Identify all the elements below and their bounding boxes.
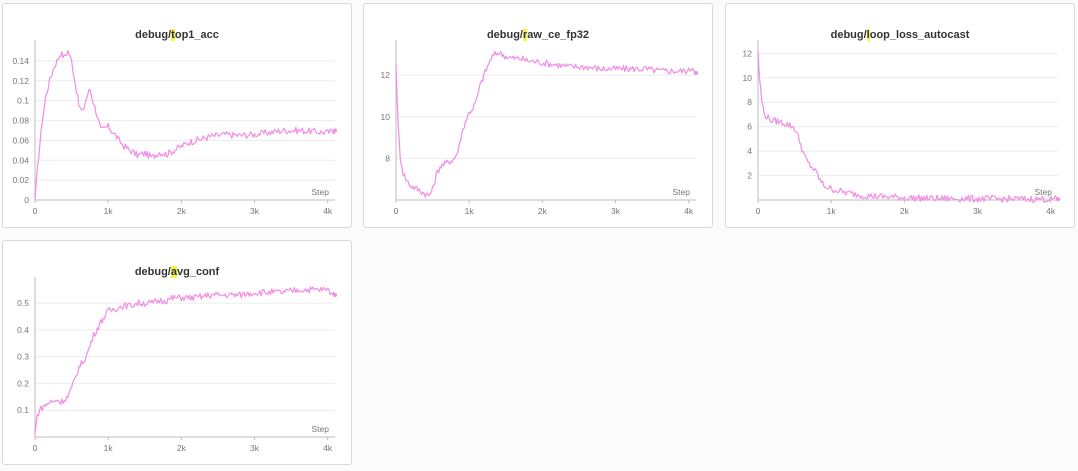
y-tick-label: 12 xyxy=(743,48,753,58)
x-tick-label: 1k xyxy=(827,206,837,216)
title-rest: oop_loss_autocast xyxy=(869,29,970,41)
y-tick-label: 0 xyxy=(24,195,29,205)
y-tick-label: 0.14 xyxy=(12,56,29,66)
x-tick-label: 3k xyxy=(250,206,260,216)
x-tick-label: 3k xyxy=(611,206,621,216)
y-tick-label: 0.1 xyxy=(17,405,29,415)
title-search-highlight: r xyxy=(523,29,528,41)
title-prefix: debug/ xyxy=(486,29,523,41)
x-tick-label: 4k xyxy=(1046,206,1056,216)
x-tick-label: 4k xyxy=(323,443,333,453)
title-prefix: debug/ xyxy=(134,266,171,278)
x-tick-label: 1k xyxy=(104,206,114,216)
y-tick-label: 2 xyxy=(747,171,752,181)
x-tick-label: 2k xyxy=(177,206,187,216)
y-tick-label: 0.08 xyxy=(12,116,29,126)
title-search-highlight: l xyxy=(866,29,870,41)
y-tick-label: 8 xyxy=(385,153,390,163)
x-tick-label: 3k xyxy=(973,206,983,216)
series-line xyxy=(34,286,336,435)
title-search-highlight: a xyxy=(170,266,177,278)
title-rest: vg_conf xyxy=(177,266,220,278)
x-tick-label: 2k xyxy=(538,206,548,216)
series-line xyxy=(395,50,697,198)
chart-svg: 0 0.02 0.04 0.06 0.08 0.1 0.12 0.14 0 1k 2k 3k 4k Ste… xyxy=(12,40,337,216)
y-tick-label: 0.4 xyxy=(17,325,29,335)
x-tick-label: 3k xyxy=(250,443,260,453)
x-axis-label: Step xyxy=(312,424,330,434)
chart-title: debug/raw_ce_fp32 xyxy=(364,29,712,41)
chart-title: debug/top1_acc xyxy=(3,29,351,41)
y-tick-label: 0.02 xyxy=(12,175,29,185)
y-tick-label: 4 xyxy=(747,146,752,156)
title-search-highlight: t xyxy=(171,29,175,41)
chart-svg: 0.1 0.2 0.3 0.4 0.5 0 1k 2k 3k 4k Step xyxy=(17,277,337,453)
y-tick-label: 0.1 xyxy=(17,96,29,106)
y-tick-label: 0.3 xyxy=(17,352,29,362)
series-line xyxy=(34,49,336,201)
y-tick-label: 0.04 xyxy=(12,155,29,165)
x-tick-label: 2k xyxy=(900,206,910,216)
chart-title: debug/loop_loss_autocast xyxy=(726,29,1074,41)
chart-panel-avg-conf: debug/avg_conf 0.1 0.2 0.3 0.4 0.5 0 1k 2k 3k 4k S… xyxy=(2,240,352,465)
series-line xyxy=(757,50,1059,203)
series-end-point xyxy=(1056,197,1060,202)
series-end-point xyxy=(333,293,337,298)
chart-svg: 2 4 6 8 10 12 0 1k 2k 3k 4k Step xyxy=(743,40,1060,216)
chart-panel-raw-ce-fp32: debug/raw_ce_fp32 8 10 12 0 1k 2k 3k 4k Step xyxy=(363,3,713,228)
x-tick-label: 0 xyxy=(756,206,761,216)
y-tick-label: 0.2 xyxy=(17,378,29,388)
y-tick-label: 8 xyxy=(747,97,752,107)
y-tick-label: 6 xyxy=(747,122,752,132)
title-prefix: debug/ xyxy=(830,29,867,41)
x-tick-label: 4k xyxy=(684,206,694,216)
chart-panel-loop-loss-autocast: debug/loop_loss_autocast 2 4 6 8 10 12 0 1k 2k 3k… xyxy=(725,3,1075,228)
x-tick-label: 4k xyxy=(323,206,333,216)
y-tick-label: 10 xyxy=(381,112,391,122)
chart-panel-top1-acc: debug/top1_acc 0 0.02 0.04 0.06 0.08 0.1 0.12 0… xyxy=(2,3,352,228)
title-prefix: debug/ xyxy=(135,29,172,41)
x-tick-label: 2k xyxy=(177,443,187,453)
x-tick-label: 0 xyxy=(33,206,38,216)
x-tick-label: 0 xyxy=(394,206,399,216)
x-axis-label: Step xyxy=(312,187,330,197)
x-tick-label: 0 xyxy=(33,443,38,453)
chart-title: debug/avg_conf xyxy=(3,266,351,278)
title-rest: aw_ce_fp32 xyxy=(527,29,590,41)
x-axis-label: Step xyxy=(1035,187,1053,197)
title-rest: op1_acc xyxy=(174,29,219,41)
x-axis-label: Step xyxy=(673,187,691,197)
series-end-point xyxy=(333,128,337,133)
y-tick-label: 0.12 xyxy=(12,76,29,86)
x-tick-label: 1k xyxy=(104,443,114,453)
x-tick-label: 1k xyxy=(465,206,475,216)
y-tick-label: 0.06 xyxy=(12,135,29,145)
chart-svg: 8 10 12 0 1k 2k 3k 4k Step xyxy=(381,40,698,216)
y-tick-label: 10 xyxy=(743,73,753,83)
series-end-point xyxy=(694,71,698,76)
y-tick-label: 0.5 xyxy=(17,298,29,308)
y-tick-label: 12 xyxy=(381,70,391,80)
